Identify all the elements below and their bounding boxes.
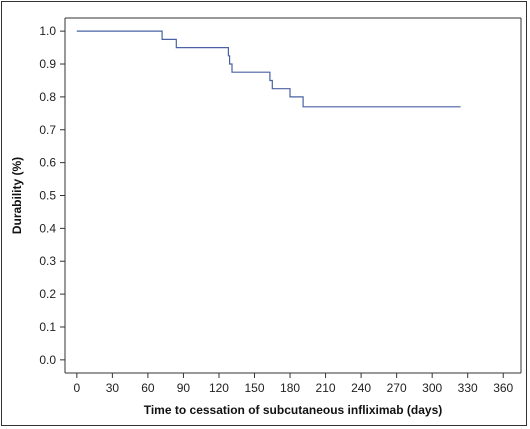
x-tick-label: 90 <box>177 381 191 395</box>
y-tick-label: 0.0 <box>39 353 56 367</box>
y-tick-label: 1.0 <box>39 24 56 38</box>
x-tick-label: 300 <box>422 381 442 395</box>
survival-step-line <box>76 30 461 108</box>
x-tick-label: 120 <box>209 381 229 395</box>
y-tick-label: 0.7 <box>39 123 56 137</box>
x-tick-label: 240 <box>351 381 371 395</box>
x-tick-label: 330 <box>458 381 478 395</box>
x-axis-title: Time to cessation of subcutaneous inflix… <box>144 403 443 417</box>
x-tick-label: 30 <box>106 381 120 395</box>
x-tick-label: 0 <box>74 381 81 395</box>
axes <box>64 17 522 374</box>
y-tick-label: 0.3 <box>39 254 56 268</box>
y-tick-label: 0.2 <box>39 287 56 301</box>
x-tick-label: 150 <box>244 381 264 395</box>
x-tick-label: 270 <box>387 381 407 395</box>
y-tick-label: 0.8 <box>39 90 56 104</box>
y-tick-label: 0.4 <box>39 221 56 235</box>
x-tick-label: 210 <box>316 381 336 395</box>
x-tick-label: 180 <box>280 381 300 395</box>
y-axis-title: Durability (%) <box>10 157 24 234</box>
y-tick-label: 0.1 <box>39 320 56 334</box>
y-tick-label: 0.6 <box>39 156 56 170</box>
x-ticks: 0 30 60 90 120 150 180 210 240 270 300 330 360 <box>74 373 514 395</box>
y-ticks: 0.0 0.1 0.2 0.3 0.4 0.5 0.6 0.7 0.8 0.9 1.0 <box>39 24 65 367</box>
x-tick-label: 360 <box>493 381 513 395</box>
y-tick-label: 0.9 <box>39 57 56 71</box>
y-tick-label: 0.5 <box>39 189 56 203</box>
x-tick-label: 60 <box>141 381 155 395</box>
series-layer <box>76 30 461 108</box>
